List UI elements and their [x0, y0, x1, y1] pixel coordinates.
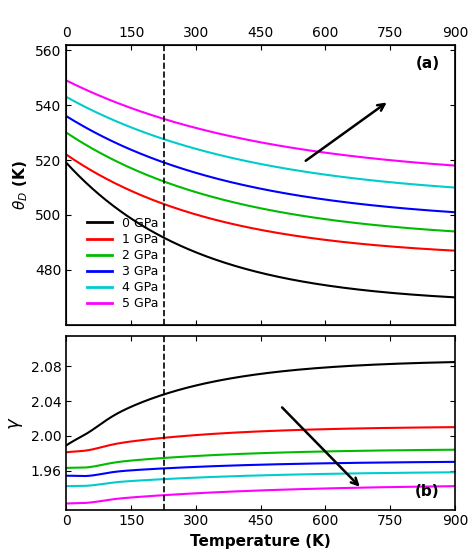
Text: (a): (a): [415, 56, 439, 71]
X-axis label: Temperature (K): Temperature (K): [191, 534, 331, 549]
Y-axis label: $\gamma$: $\gamma$: [7, 416, 25, 430]
Legend: 0 GPa, 1 GPa, 2 GPa, 3 GPa, 4 GPa, 5 GPa: 0 GPa, 1 GPa, 2 GPa, 3 GPa, 4 GPa, 5 GPa: [84, 214, 161, 313]
Y-axis label: $\theta_D$ (K): $\theta_D$ (K): [11, 160, 29, 209]
Text: (b): (b): [415, 484, 439, 499]
